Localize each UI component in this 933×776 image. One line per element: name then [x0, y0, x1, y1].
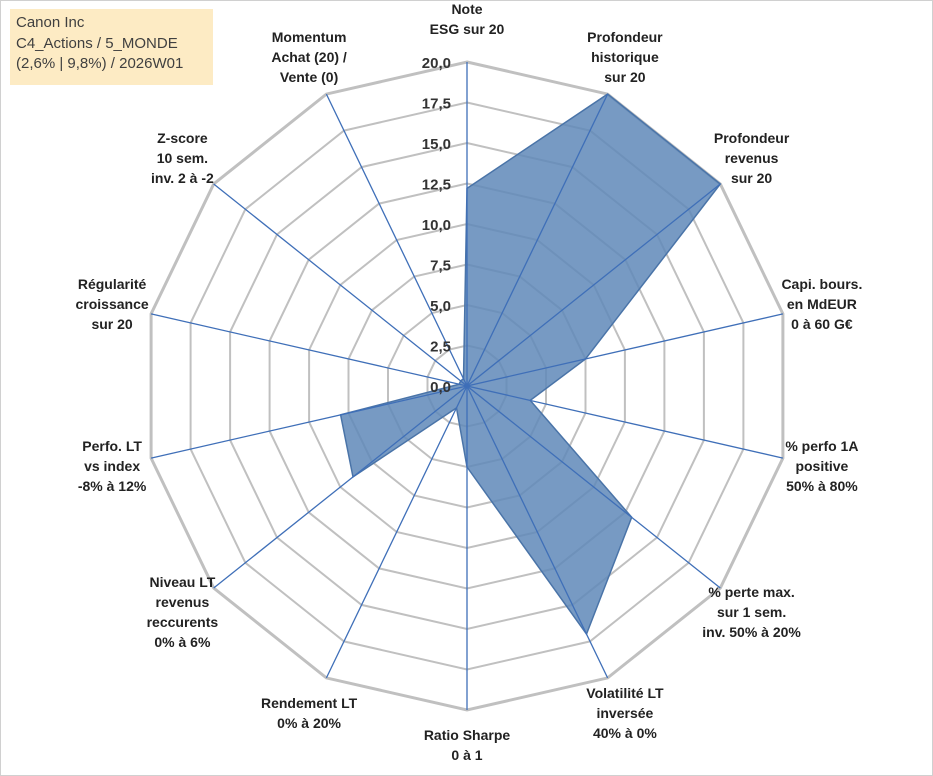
axis-label-line: 40% à 0% — [593, 725, 657, 741]
tick-label: 17,5 — [422, 96, 451, 113]
info-box: Canon Inc C4_Actions / 5_MONDE (2,6% | 9… — [10, 9, 213, 85]
axis-label-line: 10 sem. — [157, 150, 208, 166]
tick-layer: 0,0 2,5 5,0 7,5 10,0 12,5 15,0 17,5 20,0 — [422, 55, 451, 396]
axis-label-line: sur 20 — [91, 316, 132, 332]
axis-label-line: sur 20 — [604, 69, 645, 85]
axis-label-line: reccurents — [147, 614, 219, 630]
axis-label-line: revenus — [156, 594, 210, 610]
tick-label: 10,0 — [422, 217, 451, 234]
axis-label-line: en MdEUR — [787, 296, 857, 312]
axis-label-line: sur 20 — [731, 170, 772, 186]
axis-label-line: Z-score — [157, 130, 208, 146]
axis-label-line: -8% à 12% — [78, 478, 147, 494]
axis-label: Note ESG sur 20 — [430, 1, 505, 37]
axis-spoke — [213, 183, 468, 387]
tick-label: 5,0 — [430, 298, 451, 315]
axis-label: Profondeur revenus sur 20 — [714, 130, 790, 186]
axis-label: Capi. bours. en MdEUR 0 à 60 G€ — [781, 276, 862, 332]
axis-label: Volatilité LT inversée 40% à 0% — [586, 685, 664, 741]
axis-label-line: 0 à 1 — [451, 747, 482, 763]
spoke-layer — [150, 62, 784, 710]
axis-spoke — [466, 385, 721, 589]
axis-label-line: positive — [795, 458, 848, 474]
axis-spoke — [150, 313, 468, 387]
axis-label-line: historique — [591, 49, 659, 65]
axis-label-line: 0% à 20% — [277, 715, 341, 731]
axis-label-line: Note — [451, 1, 482, 17]
axis-label-line: croissance — [76, 296, 149, 312]
company-name: Canon Inc — [16, 14, 85, 31]
axis-label-line: Capi. bours. — [781, 276, 862, 292]
axis-label-line: Achat (20) / — [271, 49, 347, 65]
axis-label-line: Rendement LT — [261, 695, 358, 711]
tick-label: 12,5 — [422, 177, 451, 194]
axis-label-line: revenus — [725, 150, 779, 166]
tick-label: 7,5 — [430, 258, 451, 275]
axis-label-line: Momentum — [272, 29, 347, 45]
axis-label-line: ESG sur 20 — [430, 21, 505, 37]
axis-label-line: Profondeur — [714, 130, 790, 146]
axis-label-line: inv. 2 à -2 — [151, 170, 214, 186]
axis-label-line: inversée — [596, 705, 653, 721]
axis-label: Régularité croissance sur 20 — [76, 276, 149, 332]
axis-spoke — [325, 385, 468, 679]
axis-spoke — [150, 385, 468, 459]
axis-label: Rendement LT 0% à 20% — [261, 695, 358, 731]
axis-spoke — [466, 385, 784, 459]
axis-label-line: Profondeur — [587, 29, 663, 45]
axis-label-line: 50% à 80% — [786, 478, 858, 494]
axis-label: Ratio Sharpe 0 à 1 — [424, 727, 511, 763]
axis-label: Z-score 10 sem. inv. 2 à -2 — [151, 130, 214, 186]
period-label: (2,6% | 9,8%) / 2026W01 — [16, 55, 184, 72]
axis-label-line: 0 à 60 G€ — [791, 316, 853, 332]
axis-label-layer: Note ESG sur 20 Profondeur historique sur 20… — [76, 1, 863, 763]
axis-label: % perte max. sur 1 sem. inv. 50% à 20% — [702, 584, 801, 640]
axis-label-line: % perfo 1A — [785, 438, 858, 454]
axis-label-line: Perfo. LT — [82, 438, 142, 454]
axis-label-line: 0% à 6% — [154, 634, 211, 650]
axis-spoke — [466, 313, 784, 387]
axis-label: Momentum Achat (20) / Vente (0) — [271, 29, 347, 85]
axis-spoke — [466, 183, 721, 387]
portfolio-label: C4_Actions / 5_MONDE — [16, 34, 178, 52]
axis-spoke — [466, 385, 609, 679]
axis-label-line: vs index — [84, 458, 140, 474]
tick-label: 20,0 — [422, 55, 451, 72]
axis-label-line: Volatilité LT — [586, 685, 664, 701]
tick-label: 15,0 — [422, 136, 451, 153]
axis-label-line: Vente (0) — [280, 69, 338, 85]
axis-label-line: sur 1 sem. — [717, 604, 786, 620]
axis-label-line: Niveau LT — [149, 574, 215, 590]
axis-label: Perfo. LT vs index -8% à 12% — [78, 438, 147, 494]
axis-label-line: Régularité — [78, 276, 147, 292]
axis-spoke — [213, 385, 468, 589]
axis-label-line: % perte max. — [708, 584, 794, 600]
axis-spoke — [325, 93, 468, 387]
axis-label: Profondeur historique sur 20 — [587, 29, 663, 85]
tick-label: 0,0 — [430, 379, 451, 396]
axis-label: Niveau LT revenus reccurents 0% à 6% — [147, 574, 219, 650]
axis-label-line: inv. 50% à 20% — [702, 624, 801, 640]
axis-label: % perfo 1A positive 50% à 80% — [785, 438, 858, 494]
tick-label: 2,5 — [430, 339, 451, 356]
axis-spoke — [466, 93, 609, 387]
axis-label-line: Ratio Sharpe — [424, 727, 511, 743]
data-series-area — [339, 93, 722, 636]
